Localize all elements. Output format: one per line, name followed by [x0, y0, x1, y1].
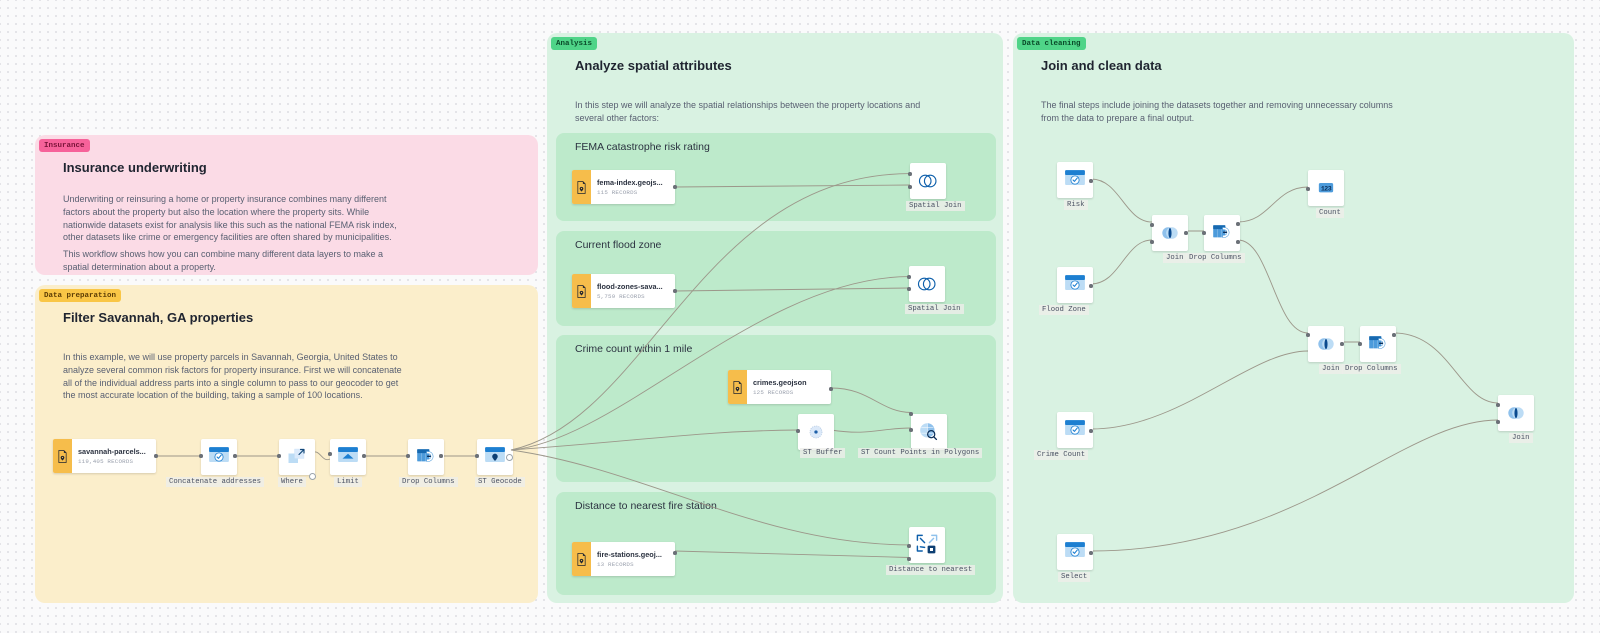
svg-text:123: 123: [1321, 185, 1332, 192]
